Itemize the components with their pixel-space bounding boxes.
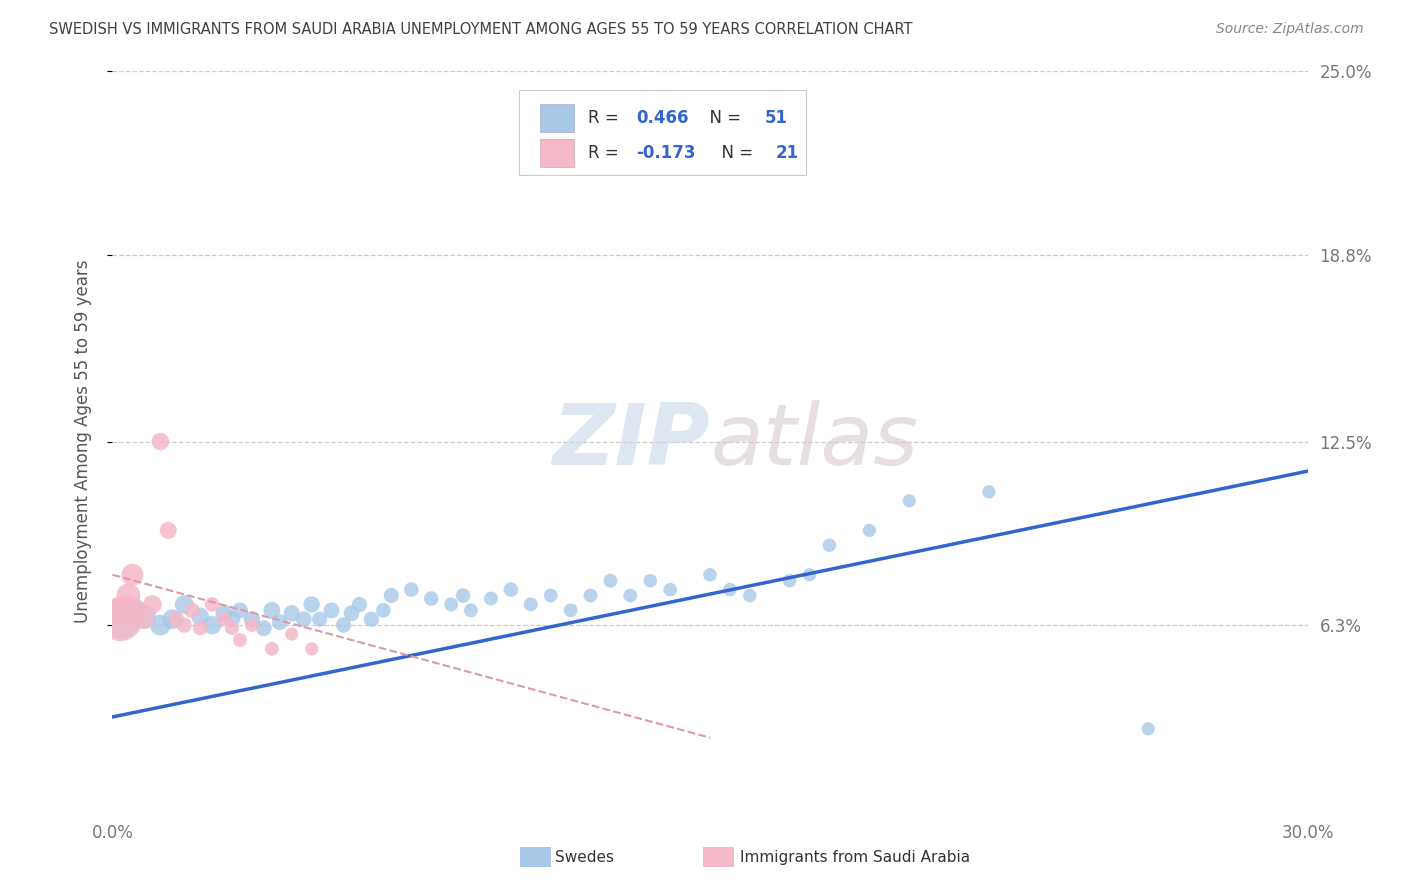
Point — [260, 641, 283, 656]
Text: atlas: atlas — [710, 400, 918, 483]
Point — [460, 603, 482, 617]
Point — [292, 612, 315, 626]
Point — [321, 603, 343, 617]
Point — [110, 612, 132, 626]
Point — [281, 607, 304, 621]
Point — [141, 598, 163, 612]
Point — [240, 612, 263, 626]
Point — [229, 603, 252, 617]
Text: -0.173: -0.173 — [636, 144, 696, 161]
Point — [165, 612, 187, 626]
Point — [718, 582, 741, 597]
Point — [520, 598, 543, 612]
Point — [201, 598, 224, 612]
Point — [269, 615, 291, 630]
Point — [560, 603, 582, 617]
Point — [818, 538, 841, 552]
Point — [619, 589, 641, 603]
Text: 0.466: 0.466 — [636, 109, 689, 127]
Point — [212, 607, 235, 621]
Point — [540, 589, 562, 603]
Point — [121, 567, 143, 582]
Point — [181, 603, 204, 617]
Point — [779, 574, 801, 588]
Point — [253, 621, 276, 635]
Point — [229, 632, 252, 647]
Point — [162, 612, 183, 626]
Point — [308, 612, 330, 626]
Point — [349, 598, 371, 612]
Point — [440, 598, 463, 612]
Point — [173, 598, 195, 612]
Point — [173, 618, 195, 632]
Point — [117, 589, 139, 603]
Point — [240, 618, 263, 632]
FancyBboxPatch shape — [519, 90, 806, 175]
Point — [858, 524, 880, 538]
Text: SWEDISH VS IMMIGRANTS FROM SAUDI ARABIA UNEMPLOYMENT AMONG AGES 55 TO 59 YEARS C: SWEDISH VS IMMIGRANTS FROM SAUDI ARABIA … — [49, 22, 912, 37]
Point — [579, 589, 602, 603]
Point — [451, 589, 474, 603]
Text: Immigrants from Saudi Arabia: Immigrants from Saudi Arabia — [740, 850, 970, 864]
Text: ZIP: ZIP — [553, 400, 710, 483]
Point — [340, 607, 363, 621]
Point — [373, 603, 395, 617]
Point — [699, 567, 721, 582]
Point — [221, 612, 243, 626]
Point — [149, 434, 172, 449]
Point — [110, 612, 132, 626]
Point — [659, 582, 682, 597]
Point — [1137, 722, 1160, 736]
Point — [134, 609, 156, 624]
Text: 51: 51 — [765, 109, 787, 127]
Text: Swedes: Swedes — [555, 850, 614, 864]
Point — [157, 524, 180, 538]
Text: N =: N = — [711, 144, 759, 161]
Point — [125, 603, 148, 617]
Text: R =: R = — [588, 144, 624, 161]
Point — [221, 621, 243, 635]
Point — [977, 484, 1000, 499]
Point — [188, 621, 211, 635]
Point — [301, 641, 323, 656]
Point — [281, 627, 304, 641]
Point — [301, 598, 323, 612]
Point — [499, 582, 522, 597]
Text: 21: 21 — [776, 144, 799, 161]
Y-axis label: Unemployment Among Ages 55 to 59 years: Unemployment Among Ages 55 to 59 years — [73, 260, 91, 624]
Point — [201, 618, 224, 632]
Point — [479, 591, 502, 606]
Point — [149, 618, 172, 632]
Text: R =: R = — [588, 109, 624, 127]
Bar — [540, 139, 574, 167]
Point — [738, 589, 761, 603]
Point — [640, 574, 662, 588]
Text: Source: ZipAtlas.com: Source: ZipAtlas.com — [1216, 22, 1364, 37]
Point — [799, 567, 821, 582]
Point — [121, 603, 143, 617]
Point — [401, 582, 423, 597]
Point — [332, 618, 354, 632]
Point — [212, 612, 235, 626]
Point — [599, 574, 621, 588]
Point — [260, 603, 283, 617]
Point — [114, 603, 135, 617]
Point — [420, 591, 443, 606]
Point — [188, 609, 211, 624]
Point — [360, 612, 382, 626]
Text: N =: N = — [699, 109, 747, 127]
Point — [134, 612, 156, 626]
Bar — [540, 104, 574, 132]
Point — [380, 589, 402, 603]
Point — [898, 493, 921, 508]
